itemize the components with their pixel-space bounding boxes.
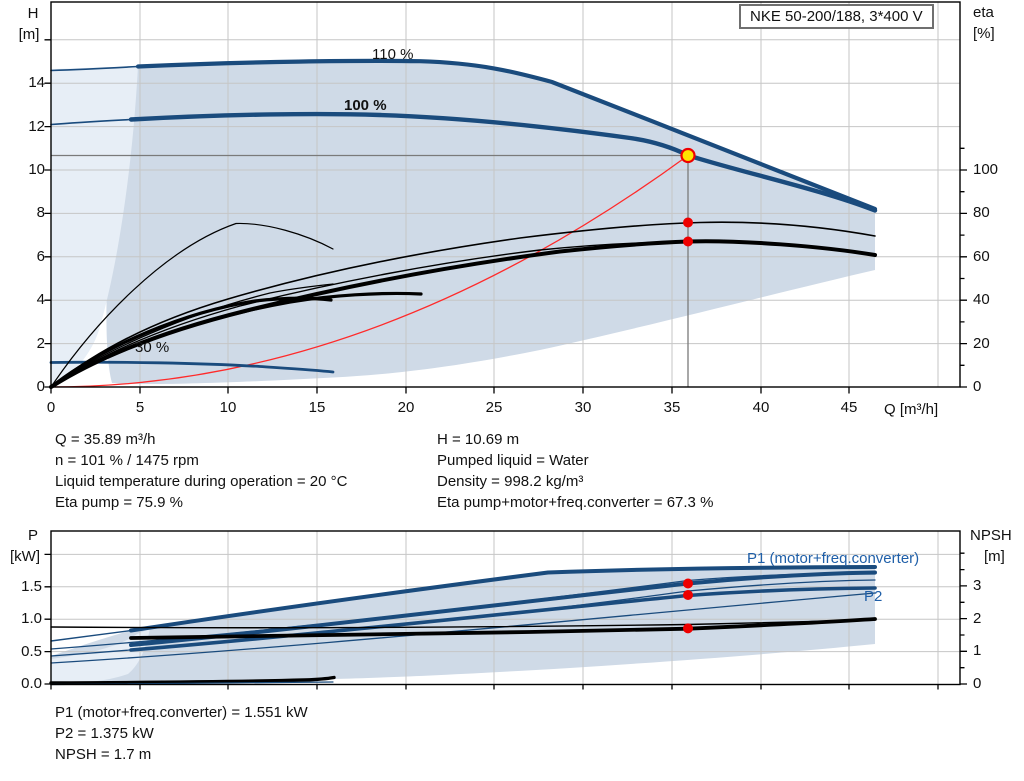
tick-label: 1.5 <box>21 578 42 595</box>
tick-label: 10 <box>28 161 45 178</box>
h-axis-unit: [m] <box>18 26 40 43</box>
info-pumped-liquid: Pumped liquid = Water <box>437 452 589 469</box>
tick-label: 0 <box>36 378 45 395</box>
p1-max-curve <box>129 565 877 633</box>
curve-110pct-lead <box>50 65 139 72</box>
axis-ticks <box>44 39 967 690</box>
info-p2: P2 = 1.375 kW <box>55 725 154 742</box>
gridlines <box>51 2 960 684</box>
qh-envelope-fill <box>106 60 876 385</box>
curve-label-p1: P1 (motor+freq.converter) <box>747 550 920 567</box>
curve-label-30pct: 30 % <box>135 339 170 356</box>
tick-label: 40 <box>973 291 990 308</box>
operating-point-dot <box>680 147 696 164</box>
p2-curve <box>129 586 877 652</box>
p2-duty-dot <box>683 590 693 600</box>
info-h: H = 10.69 m <box>437 431 520 448</box>
eta-arc-low-speed <box>50 222 334 388</box>
eta-total-duty-dot <box>683 236 693 247</box>
p1-curve <box>129 570 877 647</box>
tick-label: 0 <box>973 675 982 692</box>
tick-label: 4 <box>36 291 45 308</box>
tick-label: 0 <box>46 399 56 416</box>
npsh-axis-unit: [m] <box>984 548 1005 565</box>
tick-label: 35 <box>663 399 681 416</box>
tick-label: 10 <box>219 399 237 416</box>
tick-label: 60 <box>973 248 990 265</box>
tick-label: 0.0 <box>21 675 42 692</box>
pump-title-box: NKE 50-200/188, 3*400 V <box>739 4 934 29</box>
curve-label-p2: P2 <box>864 588 883 605</box>
tick-label: 45 <box>840 399 858 416</box>
tick-label: 20 <box>973 335 990 352</box>
eta-strand-2 <box>50 241 689 388</box>
chart-frames <box>50 1 961 686</box>
eta-strand-3 <box>49 296 333 389</box>
duty-reference-lines <box>51 154 689 387</box>
npsh-low-speed-segment <box>49 675 336 685</box>
info-n: n = 101 % / 1475 rpm <box>55 452 199 469</box>
tick-label: 0 <box>973 378 982 395</box>
curve-label-100pct: 100 % <box>344 97 387 114</box>
info-p1: P1 (motor+freq.converter) = 1.551 kW <box>55 704 308 721</box>
info-q: Q = 35.89 m³/h <box>55 431 156 448</box>
curve-30pct <box>49 360 335 374</box>
tick-label: 30 <box>574 399 592 416</box>
tick-label: 8 <box>36 204 45 221</box>
duty-point-markers <box>680 147 696 634</box>
curve-100pct-lead <box>50 118 132 126</box>
q-axis-title: Q [m³/h] <box>884 401 939 418</box>
npsh-curve <box>129 617 877 640</box>
tick-label: 14 <box>28 74 45 91</box>
p1-max-curve-lead <box>50 629 132 642</box>
tick-label: 2 <box>36 335 45 352</box>
tick-label: 2 <box>973 610 982 627</box>
curve-100pct <box>128 111 878 213</box>
p-axis-title: P <box>27 527 38 544</box>
tick-label: 12 <box>28 118 45 135</box>
tick-label: 20 <box>397 399 415 416</box>
h-axis-title: H <box>27 5 39 22</box>
eta-strand-4 <box>49 291 423 389</box>
tick-label: 100 <box>973 161 999 178</box>
info-density: Density = 998.2 kg/m³ <box>437 473 584 490</box>
tick-label: 1 <box>973 642 982 659</box>
npsh-axis-title: NPSH <box>970 527 1012 544</box>
info-liquid-temp: Liquid temperature during operation = 20… <box>55 473 348 490</box>
p1-duty-dot <box>683 578 693 589</box>
curve-label-110pct: 110 % <box>372 46 414 63</box>
tick-label: 15 <box>308 399 326 416</box>
tick-label: 3 <box>973 577 982 594</box>
tick-label: 5 <box>135 399 145 416</box>
eta-pump-curve <box>50 221 876 388</box>
eta-pump-duty-dot <box>683 217 693 228</box>
tick-label: 40 <box>752 399 770 416</box>
tick-label: 6 <box>36 248 45 265</box>
eta-axis-unit: [%] <box>973 25 995 42</box>
tick-label: 0.5 <box>21 643 42 660</box>
eta-strand-5 <box>50 283 334 388</box>
npsh-duty-dot <box>683 623 693 634</box>
tick-label: 25 <box>485 399 503 416</box>
info-npsh: NPSH = 1.7 m <box>55 746 152 763</box>
eta-axis-title: eta <box>973 4 994 21</box>
p-axis-unit: [kW] <box>10 548 40 565</box>
system-curve <box>50 154 689 388</box>
curve-110pct <box>135 58 878 212</box>
qh-envelope-fill-light <box>51 66 138 387</box>
info-eta-pump: Eta pump = 75.9 % <box>55 494 183 511</box>
tick-label: 1.0 <box>21 610 42 627</box>
info-eta-total: Eta pump+motor+freq.converter = 67.3 % <box>437 494 714 511</box>
tick-label: 80 <box>973 204 990 221</box>
